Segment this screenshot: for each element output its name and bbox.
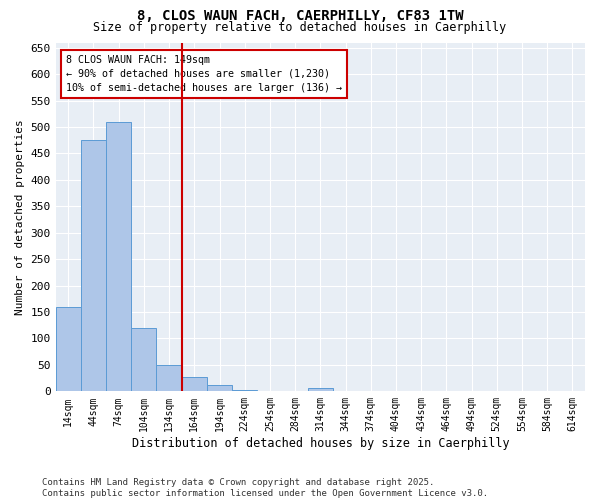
Y-axis label: Number of detached properties: Number of detached properties bbox=[15, 119, 25, 315]
Bar bbox=[308, 388, 333, 392]
Bar bbox=[182, 377, 207, 392]
Bar bbox=[56, 307, 81, 392]
X-axis label: Distribution of detached houses by size in Caerphilly: Distribution of detached houses by size … bbox=[131, 437, 509, 450]
Bar bbox=[106, 122, 131, 392]
Bar bbox=[333, 391, 358, 392]
Bar bbox=[81, 140, 106, 392]
Bar bbox=[207, 385, 232, 392]
Text: 8, CLOS WAUN FACH, CAERPHILLY, CF83 1TW: 8, CLOS WAUN FACH, CAERPHILLY, CF83 1TW bbox=[137, 9, 463, 23]
Bar bbox=[232, 390, 257, 392]
Bar bbox=[131, 328, 157, 392]
Text: 8 CLOS WAUN FACH: 149sqm
← 90% of detached houses are smaller (1,230)
10% of sem: 8 CLOS WAUN FACH: 149sqm ← 90% of detach… bbox=[66, 54, 342, 92]
Bar bbox=[409, 391, 434, 392]
Bar bbox=[257, 391, 283, 392]
Text: Contains HM Land Registry data © Crown copyright and database right 2025.
Contai: Contains HM Land Registry data © Crown c… bbox=[42, 478, 488, 498]
Text: Size of property relative to detached houses in Caerphilly: Size of property relative to detached ho… bbox=[94, 22, 506, 35]
Bar bbox=[157, 365, 182, 392]
